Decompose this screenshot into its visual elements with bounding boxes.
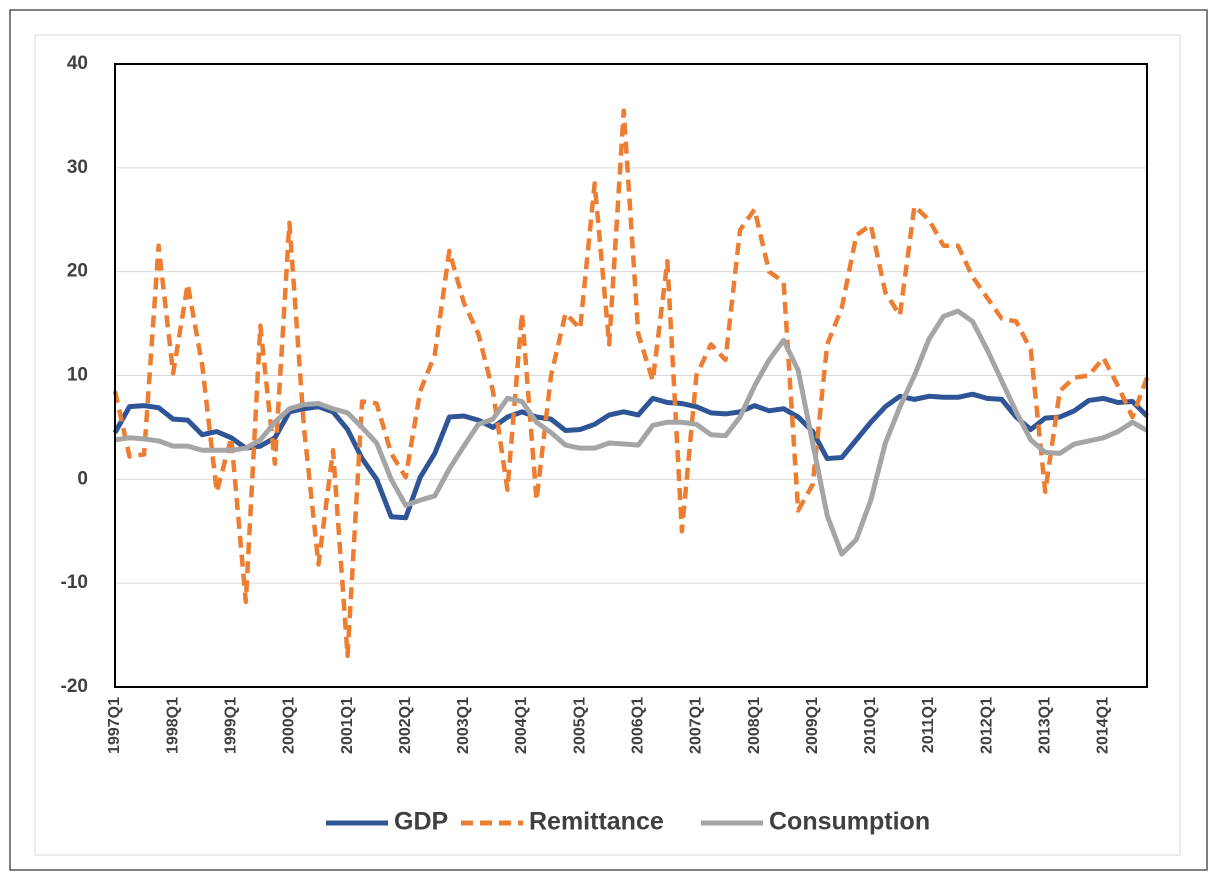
- x-tick-label: 1999Q1: [223, 697, 240, 754]
- y-tick-label: 10: [67, 365, 88, 386]
- x-tick-label: 2010Q1: [862, 697, 879, 754]
- x-tick-label: 2012Q1: [978, 697, 995, 754]
- legend-label: Remittance: [529, 808, 664, 836]
- x-tick-label: 2014Q1: [1095, 697, 1112, 754]
- plot-border: [114, 63, 1148, 688]
- x-tick-label: 2011Q1: [920, 697, 937, 753]
- legend-label: Consumption: [769, 808, 930, 836]
- lines: [112, 108, 1150, 659]
- x-tick-label: 2013Q1: [1036, 697, 1053, 754]
- x-tick-label: 1997Q1: [106, 697, 123, 754]
- y-tick-label: 40: [67, 53, 88, 74]
- x-tick-label: 1998Q1: [164, 697, 181, 754]
- y-tick-label: 0: [77, 468, 88, 489]
- x-tick-label: 2002Q1: [397, 697, 414, 754]
- x-tick-label: 2003Q1: [455, 697, 472, 754]
- x-tick-label: 2008Q1: [746, 697, 763, 754]
- x-tick-label: 2009Q1: [804, 697, 821, 754]
- y-tick-label: 30: [67, 157, 88, 178]
- series-line: [114, 308, 1149, 557]
- labels: -20 -10 0 10 20 30 40 1997Q1 1998Q1 1999Q1 2000Q1 2…: [61, 53, 1112, 836]
- y-tick-label: -20: [61, 676, 88, 697]
- x-tick-label: 2006Q1: [629, 697, 646, 754]
- y-tick-label: 20: [67, 261, 88, 282]
- legend-label: GDP: [394, 808, 448, 836]
- series-line: [112, 391, 1149, 521]
- x-tick-label: 2005Q1: [571, 697, 588, 754]
- y-tick-label: -10: [61, 572, 88, 593]
- x-tick-label: 2007Q1: [688, 697, 705, 754]
- x-tick-label: 2004Q1: [513, 697, 530, 754]
- x-tick-label: 2000Q1: [281, 697, 298, 754]
- x-tick-label: 2001Q1: [339, 697, 356, 754]
- series-line: [112, 108, 1150, 659]
- legend: GDP Remittance Consumption: [326, 808, 930, 836]
